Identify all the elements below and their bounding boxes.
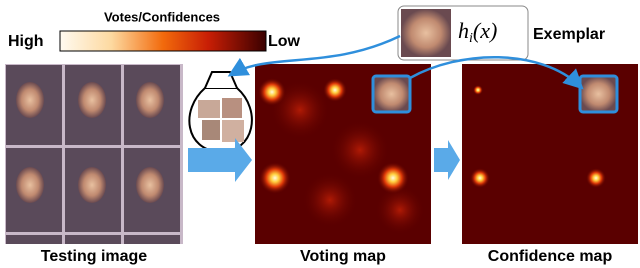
figure: Votes/Confidences High Low hi(x) Exempla… xyxy=(0,0,640,268)
colorbar xyxy=(60,31,266,51)
testing-label: Testing image xyxy=(41,248,147,265)
page: {"colorbar": {"title": "Votes/Confidence… xyxy=(0,0,640,268)
argument: (x) xyxy=(473,18,497,43)
confidence-label: Confidence map xyxy=(488,248,613,265)
exemplar-image xyxy=(401,9,451,57)
testing-image xyxy=(5,64,183,244)
colorbar-title: Votes/Confidences xyxy=(104,9,220,24)
exemplar-label: Exemplar xyxy=(533,26,605,43)
symbol: h xyxy=(458,18,469,43)
colorbar-low: Low xyxy=(268,33,301,50)
colorbar-high: High xyxy=(8,33,44,50)
confidence-map xyxy=(462,64,638,244)
bag xyxy=(189,72,252,152)
exemplar-formula: hi(x) xyxy=(458,18,497,46)
voting-map xyxy=(255,64,431,244)
arrow xyxy=(434,140,460,180)
voting-label: Voting map xyxy=(300,248,386,265)
